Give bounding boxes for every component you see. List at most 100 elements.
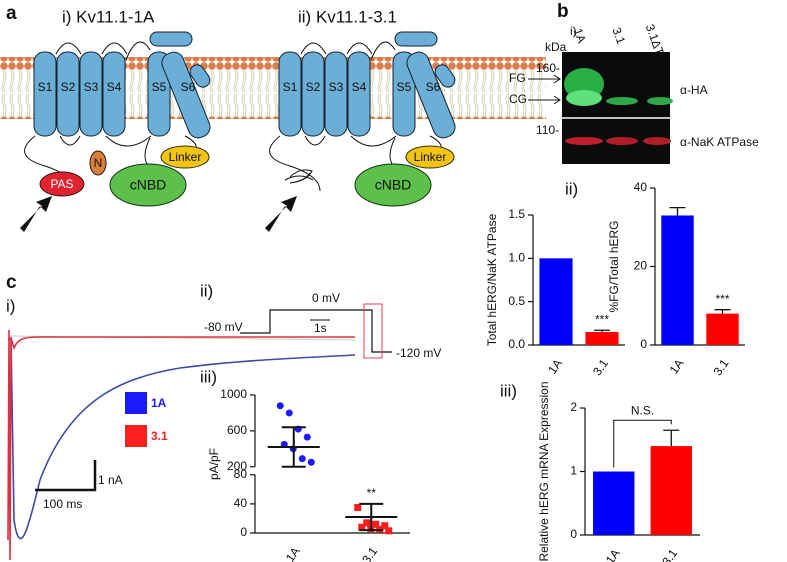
data-point bbox=[372, 520, 380, 528]
panel-label: c bbox=[6, 272, 17, 293]
bar bbox=[650, 446, 692, 535]
data-point bbox=[298, 455, 306, 463]
legend-label: 1A bbox=[151, 396, 167, 410]
bar bbox=[585, 332, 619, 345]
western-blot: i) 1A 3.1 3.1ΔT kDa 160- 110- FG CG α-HA… bbox=[509, 22, 759, 164]
y-tick-label: 1.5 bbox=[508, 207, 525, 221]
pas-domain bbox=[39, 171, 85, 197]
time-label: 1s bbox=[314, 321, 327, 335]
error-bar bbox=[669, 206, 686, 216]
mw-marker: 160- bbox=[536, 61, 560, 75]
data-point bbox=[285, 409, 293, 417]
truncated bbox=[284, 169, 314, 184]
sd-bar bbox=[359, 502, 384, 532]
sub-label: ii) bbox=[565, 179, 578, 198]
domain-label: PAS bbox=[50, 177, 73, 191]
sub-label: i) bbox=[6, 296, 15, 315]
helix bbox=[189, 64, 211, 88]
error-bar bbox=[714, 309, 731, 314]
y-tick-label: 1 bbox=[570, 464, 577, 478]
y-tick-label: 40 bbox=[634, 180, 648, 194]
x-tick-label: 3.1 bbox=[590, 356, 611, 378]
legend-label: 3.1 bbox=[151, 429, 168, 443]
n-cap bbox=[89, 150, 107, 176]
loop bbox=[55, 41, 152, 147]
loop bbox=[300, 41, 397, 147]
bar bbox=[539, 258, 573, 345]
mw-marker: 110- bbox=[536, 123, 559, 137]
sub-label: iii) bbox=[200, 367, 217, 386]
y-tick-label: 600 bbox=[227, 423, 247, 437]
segment-label: S5 bbox=[397, 80, 412, 94]
helix bbox=[149, 31, 193, 47]
segment-label: S5 bbox=[152, 80, 167, 94]
sd-bar bbox=[281, 426, 306, 468]
y-tick-label: 20 bbox=[634, 259, 648, 273]
helix bbox=[347, 51, 371, 137]
data-point bbox=[358, 523, 366, 531]
cnbd-domain bbox=[109, 163, 187, 207]
antibody-label: α-HA bbox=[680, 83, 708, 97]
annotation: *** bbox=[595, 312, 609, 326]
y-tick-label: 1.0 bbox=[508, 251, 525, 265]
unit: kDa bbox=[545, 40, 567, 54]
sub-label: iii) bbox=[500, 381, 517, 400]
voltage-label: 0 mV bbox=[312, 291, 340, 305]
segment-label: S6 bbox=[181, 80, 196, 94]
panel-label: a bbox=[6, 3, 17, 24]
helix bbox=[406, 51, 456, 139]
helix bbox=[324, 51, 348, 137]
y-tick-label: 0 bbox=[240, 525, 247, 539]
y-tick-label: 0 bbox=[570, 527, 577, 541]
helix bbox=[56, 51, 80, 137]
sub-label: i) bbox=[570, 24, 577, 38]
domain-label: Linker bbox=[414, 150, 447, 164]
error-bar bbox=[663, 429, 680, 447]
domain-label: N bbox=[94, 156, 103, 170]
helix bbox=[392, 51, 416, 137]
x-tick-label: 3.1 bbox=[359, 544, 380, 562]
data-point bbox=[354, 504, 362, 512]
domain-label: cNBD bbox=[375, 177, 412, 193]
domain-label: Linker bbox=[169, 150, 202, 164]
helix bbox=[434, 64, 456, 88]
scale-label: 100 ms bbox=[43, 497, 82, 511]
segment-label: S4 bbox=[107, 80, 122, 94]
error-bar bbox=[594, 329, 610, 332]
y-tick-label: 1000 bbox=[220, 387, 247, 401]
y-axis-label: Relative hERG mRNA Expression bbox=[537, 381, 551, 561]
linker-domain bbox=[160, 145, 210, 169]
data-point bbox=[363, 519, 371, 527]
voltage-protocol: ii) 0 mV -80 mV 1s -120 mV bbox=[200, 281, 441, 360]
diagram-title: ii) Kv11.1-3.1 bbox=[298, 7, 397, 26]
y-axis-label: pA/pF bbox=[207, 448, 221, 480]
voltage-label: -80 mV bbox=[204, 320, 243, 334]
y-axis-label: Total hERG/NaK ATPase bbox=[485, 213, 499, 346]
diagram-title: i) Kv11.1-1A bbox=[62, 7, 155, 26]
arrow bbox=[20, 196, 52, 232]
data-point bbox=[276, 402, 284, 410]
y-tick-label: 0 bbox=[640, 337, 647, 351]
bar bbox=[593, 471, 635, 535]
y-tick-label: 0.5 bbox=[508, 294, 525, 308]
bracket bbox=[613, 419, 672, 468]
segment-label: S6 bbox=[426, 80, 441, 94]
helix bbox=[79, 51, 103, 137]
segment-label: S3 bbox=[84, 80, 99, 94]
segment-label: S2 bbox=[61, 80, 76, 94]
annotation: N.S. bbox=[631, 403, 654, 417]
helix bbox=[161, 51, 211, 139]
band-label: FG bbox=[509, 71, 526, 85]
scale-label: 1 nA bbox=[98, 473, 123, 487]
segment-label: S1 bbox=[283, 80, 298, 94]
data-point bbox=[307, 458, 315, 466]
segment-label: S3 bbox=[329, 80, 344, 94]
segment-label: S1 bbox=[38, 80, 53, 94]
bar bbox=[706, 313, 739, 345]
panel-label: b bbox=[557, 1, 569, 22]
lane-label: 3.1 bbox=[609, 25, 628, 46]
antibody-label: α-NaK ATPase bbox=[680, 135, 759, 149]
